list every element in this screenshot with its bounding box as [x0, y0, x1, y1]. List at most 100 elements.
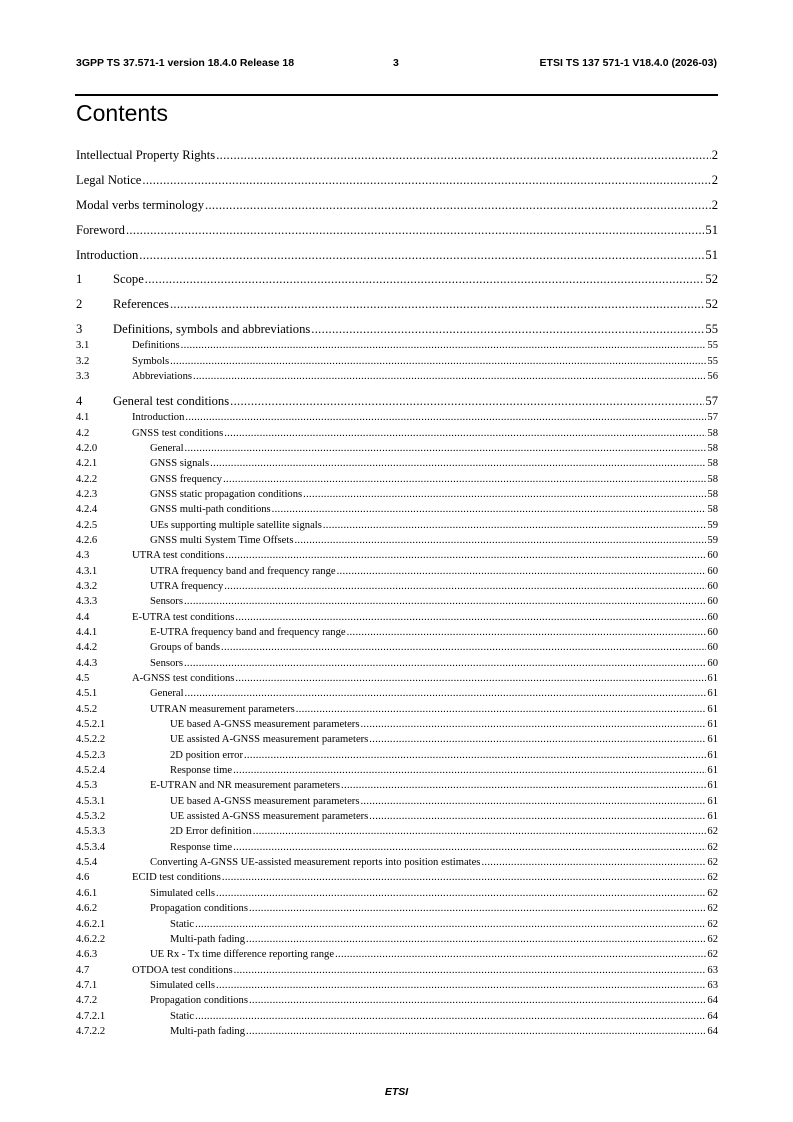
- toc-entry[interactable]: 4.5.1 General 61: [76, 686, 718, 701]
- toc-entry[interactable]: 1 Scope 52: [76, 272, 718, 287]
- toc-entry[interactable]: 4.3.1 UTRA frequency band and frequency r…: [76, 564, 718, 579]
- toc-entry-page: 62: [707, 841, 718, 853]
- toc-entry-number: 3.2: [76, 355, 90, 367]
- toc-entry-title: Foreword: [76, 222, 125, 237]
- toc-entry-number: 4.4: [76, 611, 90, 623]
- toc-entry-title: UTRA frequency band and frequency range: [150, 565, 336, 577]
- toc-entry[interactable]: 2 References 52: [76, 297, 718, 312]
- toc-entry[interactable]: 4.7.2.1 Static 64: [76, 1009, 718, 1024]
- toc-entry-title: GNSS test conditions: [132, 427, 224, 439]
- toc-entry-page: 61: [707, 719, 718, 731]
- toc-entry[interactable]: 4.4.2 Groups of bands 60: [76, 640, 718, 655]
- toc-entry[interactable]: 4.3.2 UTRA frequency 60: [76, 579, 718, 594]
- toc-entry[interactable]: 4.5.2.1 UE based A-GNSS measurement param…: [76, 717, 718, 732]
- toc-entry-number: 3.1: [76, 340, 90, 352]
- toc-entry-number: 4.6: [76, 872, 90, 884]
- toc-entry[interactable]: 4.2.6 GNSS multi System Time Offsets 59: [76, 533, 718, 548]
- toc-entry[interactable]: 3.2 Symbols 55: [76, 354, 718, 369]
- toc-entry[interactable]: Intellectual Property Rights 2: [76, 148, 718, 163]
- dot-leader: [145, 272, 705, 287]
- toc-entry[interactable]: 4.5.2.3 2D position error 61: [76, 748, 718, 763]
- toc-entry[interactable]: 4.5.3 E-UTRAN and NR measurement paramete…: [76, 778, 718, 793]
- toc-entry[interactable]: 4.1 Introduction 57: [76, 410, 718, 425]
- toc-entry[interactable]: 4.2.2 GNSS frequency 58: [76, 472, 718, 487]
- toc-entry[interactable]: 4.2.0 General 58: [76, 441, 718, 456]
- dot-leader: [139, 248, 704, 263]
- dot-leader: [216, 886, 706, 901]
- toc-entry-page: 62: [707, 826, 718, 838]
- toc-entry[interactable]: 4.5.2 UTRAN measurement parameters 61: [76, 702, 718, 717]
- toc-entry[interactable]: 4.5.2.4 Response time 61: [76, 763, 718, 778]
- toc-entry[interactable]: 4.7.1 Simulated cells 63: [76, 978, 718, 993]
- toc-entry-title: Multi-path fading: [170, 1025, 246, 1037]
- toc-entry[interactable]: 4.2.5 UEs supporting multiple satellite s…: [76, 518, 718, 533]
- page-title: Contents: [76, 100, 169, 126]
- toc-entry-title: Legal Notice: [76, 172, 142, 187]
- toc-entry[interactable]: 4.2 GNSS test conditions 58: [76, 426, 718, 441]
- toc-entry[interactable]: 3 Definitions, symbols and abbreviations 5…: [76, 322, 718, 337]
- toc-entry[interactable]: 4.7.2 Propagation conditions 64: [76, 993, 718, 1008]
- toc-entry-title: UE based A-GNSS measurement parameters: [170, 719, 360, 731]
- toc-entry[interactable]: 4.4 E-UTRA test conditions 60: [76, 610, 718, 625]
- dot-leader: [221, 640, 706, 655]
- toc-entry[interactable]: 4.4.3 Sensors 60: [76, 656, 718, 671]
- toc-entry-page: 58: [707, 427, 718, 439]
- toc-entry[interactable]: 4.6.2.2 Multi-path fading 62: [76, 932, 718, 947]
- toc-entry-page: 62: [707, 872, 718, 884]
- toc-entry-title: OTDOA test conditions: [132, 964, 233, 976]
- toc-entry[interactable]: 4.3 UTRA test conditions 60: [76, 548, 718, 563]
- toc-entry-number: 4.2.6: [76, 534, 98, 546]
- toc-entry[interactable]: 4.5.3.4 Response time 62: [76, 840, 718, 855]
- dot-leader: [249, 901, 706, 916]
- toc-entry[interactable]: 4.3.3 Sensors 60: [76, 594, 718, 609]
- toc-entry[interactable]: 4.6.2 Propagation conditions 62: [76, 901, 718, 916]
- toc-entry[interactable]: 4.5 A-GNSS test conditions 61: [76, 671, 718, 686]
- toc-entry[interactable]: 4.5.3.2 UE assisted A-GNSS measurement pa…: [76, 809, 718, 824]
- toc-entry[interactable]: 3.3 Abbreviations 56: [76, 369, 718, 384]
- toc-entry-page: 61: [707, 795, 718, 807]
- toc-entry[interactable]: 3.1 Definitions 55: [76, 338, 718, 353]
- toc-entry[interactable]: Modal verbs terminology 2: [76, 198, 718, 213]
- dot-leader: [233, 840, 706, 855]
- toc-entry-page: 59: [707, 519, 718, 531]
- toc-entry-number: 4.5.4: [76, 857, 98, 869]
- toc-entry-number: 4: [76, 394, 83, 409]
- toc-entry[interactable]: 4.5.2.2 UE assisted A-GNSS measurement pa…: [76, 732, 718, 747]
- dot-leader: [303, 487, 706, 502]
- toc-entry-title: General test conditions: [113, 394, 230, 409]
- toc-entry[interactable]: 4.2.4 GNSS multi-path conditions 58: [76, 502, 718, 517]
- toc-entry-page: 61: [707, 780, 718, 792]
- toc-entry[interactable]: 4.5.3.1 UE based A-GNSS measurement param…: [76, 794, 718, 809]
- toc-entry-page: 2: [711, 197, 718, 212]
- dot-leader: [225, 548, 706, 563]
- toc-entry[interactable]: 4.7.2.2 Multi-path fading 64: [76, 1024, 718, 1039]
- toc-entry[interactable]: Legal Notice 2: [76, 173, 718, 188]
- toc-entry[interactable]: 4.5.4 Converting A-GNSS UE-assisted measu…: [76, 855, 718, 870]
- toc-entry[interactable]: 4.6 ECID test conditions 62: [76, 870, 718, 885]
- toc-entry[interactable]: 4.4.1 E-UTRA frequency band and frequency…: [76, 625, 718, 640]
- toc-entry[interactable]: 4 General test conditions 57: [76, 394, 718, 409]
- toc-entry-number: 4.3.2: [76, 580, 98, 592]
- toc-entry[interactable]: 4.7 OTDOA test conditions 63: [76, 963, 718, 978]
- toc-entry[interactable]: 4.6.2.1 Static 62: [76, 917, 718, 932]
- header-page-number: 3: [393, 57, 399, 69]
- toc-entry[interactable]: 4.5.3.3 2D Error definition 62: [76, 824, 718, 839]
- toc-entry-title: References: [113, 297, 169, 312]
- toc-entry[interactable]: 4.6.1 Simulated cells 62: [76, 886, 718, 901]
- toc-entry-title: General: [150, 688, 184, 700]
- toc-entry[interactable]: Introduction 51: [76, 248, 718, 263]
- toc-entry-title: UE based A-GNSS measurement parameters: [170, 795, 360, 807]
- toc-entry[interactable]: Foreword 51: [76, 223, 718, 238]
- dot-leader: [296, 702, 707, 717]
- toc-entry[interactable]: 4.2.3 GNSS static propagation conditions 5…: [76, 487, 718, 502]
- toc-entry-page: 60: [707, 642, 718, 654]
- header-document-id: 3GPP TS 37.571-1 version 18.4.0 Release …: [76, 57, 295, 69]
- toc-entry-number: 4.5.3.1: [76, 795, 106, 807]
- toc-entry[interactable]: 4.6.3 UE Rx - Tx time difference reportin…: [76, 947, 718, 962]
- toc-entry-page: 60: [707, 596, 718, 608]
- toc-entry[interactable]: 4.2.1 GNSS signals 58: [76, 456, 718, 471]
- toc-entry-number: 4.3.1: [76, 565, 98, 577]
- dot-leader: [181, 338, 707, 353]
- toc-entry-number: 3.3: [76, 370, 90, 382]
- toc-entry-page: 62: [707, 903, 718, 915]
